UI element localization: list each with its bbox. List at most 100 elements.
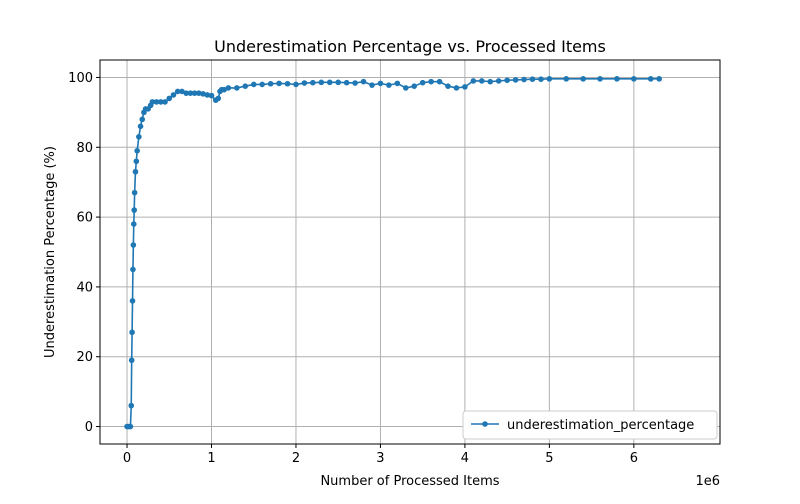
data-point bbox=[267, 80, 274, 87]
data-point bbox=[301, 80, 308, 86]
data-point bbox=[631, 76, 637, 82]
data-point bbox=[445, 83, 451, 89]
data-point bbox=[411, 83, 418, 89]
data-point bbox=[128, 402, 135, 409]
data-point bbox=[647, 76, 654, 82]
data-point bbox=[149, 99, 156, 105]
y-tick-label: 20 bbox=[76, 350, 93, 365]
data-point bbox=[208, 92, 215, 99]
data-point bbox=[242, 83, 249, 89]
data-point bbox=[394, 80, 401, 87]
grid bbox=[100, 60, 720, 444]
data-point bbox=[129, 329, 135, 336]
data-point bbox=[130, 221, 137, 227]
data-point bbox=[284, 80, 291, 87]
x-tick-label: 5 bbox=[545, 451, 553, 466]
data-point bbox=[133, 158, 140, 165]
y-tick-label: 100 bbox=[68, 71, 93, 86]
data-point bbox=[436, 78, 443, 85]
x-axis-offset-label: 1e6 bbox=[695, 474, 720, 489]
data-point bbox=[139, 116, 146, 123]
data-point bbox=[538, 76, 544, 82]
data-point bbox=[293, 81, 299, 88]
data-point bbox=[479, 78, 485, 84]
x-tick-label: 1 bbox=[207, 451, 215, 466]
data-point bbox=[318, 79, 325, 86]
data-point bbox=[196, 90, 202, 96]
series-layer bbox=[124, 76, 662, 430]
data-point bbox=[137, 123, 144, 130]
data-point bbox=[162, 99, 168, 105]
y-tick-label: 0 bbox=[85, 420, 93, 435]
data-point bbox=[580, 76, 586, 82]
data-point bbox=[131, 189, 138, 196]
data-point bbox=[221, 86, 227, 93]
data-point bbox=[130, 242, 137, 248]
data-point bbox=[326, 79, 333, 86]
data-point bbox=[153, 99, 160, 105]
data-point bbox=[487, 78, 494, 85]
data-point bbox=[259, 81, 265, 88]
data-point bbox=[504, 77, 510, 84]
data-point bbox=[656, 76, 662, 82]
x-tick-label: 3 bbox=[376, 451, 384, 466]
data-point bbox=[128, 357, 135, 364]
y-tick-label: 60 bbox=[76, 211, 93, 226]
data-point bbox=[191, 90, 198, 96]
series-line bbox=[127, 78, 660, 428]
data-point bbox=[335, 79, 342, 86]
data-point bbox=[597, 76, 603, 82]
data-point bbox=[127, 423, 134, 430]
x-tick-label: 6 bbox=[630, 451, 638, 466]
data-point bbox=[369, 82, 375, 88]
x-tick-label: 4 bbox=[461, 451, 469, 466]
data-point bbox=[215, 95, 222, 102]
data-point bbox=[200, 91, 206, 97]
y-tick-label: 40 bbox=[76, 280, 93, 295]
data-point bbox=[512, 77, 519, 83]
data-point bbox=[170, 92, 177, 98]
x-axis-label: Number of Processed Items bbox=[320, 474, 499, 489]
data-point bbox=[462, 84, 468, 90]
data-point bbox=[563, 76, 570, 82]
data-point bbox=[377, 80, 384, 87]
data-point bbox=[250, 81, 257, 88]
data-point bbox=[546, 76, 553, 82]
data-point bbox=[453, 85, 460, 91]
data-point bbox=[187, 90, 194, 96]
data-point bbox=[402, 85, 409, 91]
data-point bbox=[428, 78, 434, 85]
data-point bbox=[130, 266, 136, 273]
data-point bbox=[276, 80, 282, 87]
data-point bbox=[386, 82, 392, 88]
legend-box bbox=[462, 410, 718, 440]
data-point bbox=[131, 207, 138, 213]
x-tick-label: 0 bbox=[123, 451, 131, 466]
data-point bbox=[352, 80, 358, 86]
data-point bbox=[234, 85, 240, 91]
y-axis-label: Underestimation Percentage (%) bbox=[43, 146, 58, 358]
data-point bbox=[183, 90, 189, 96]
data-point bbox=[521, 76, 527, 83]
data-point bbox=[166, 95, 173, 102]
data-point bbox=[529, 76, 536, 82]
data-point bbox=[129, 298, 136, 304]
chart-title: Underestimation Percentage vs. Processed… bbox=[214, 37, 606, 56]
data-point bbox=[158, 99, 164, 105]
legend: underestimation_percentage bbox=[462, 410, 718, 440]
data-point bbox=[225, 85, 232, 91]
legend-marker-swatch bbox=[482, 421, 488, 427]
data-point bbox=[310, 79, 316, 86]
data-point bbox=[134, 147, 140, 154]
data-point bbox=[343, 79, 350, 86]
data-point bbox=[132, 168, 139, 175]
data-point bbox=[204, 92, 211, 98]
data-point bbox=[614, 76, 620, 82]
x-tick-label: 2 bbox=[292, 451, 300, 466]
data-point bbox=[136, 134, 142, 140]
y-tick-label: 80 bbox=[76, 141, 93, 156]
data-point bbox=[179, 88, 185, 95]
legend-label: underestimation_percentage bbox=[507, 418, 694, 433]
